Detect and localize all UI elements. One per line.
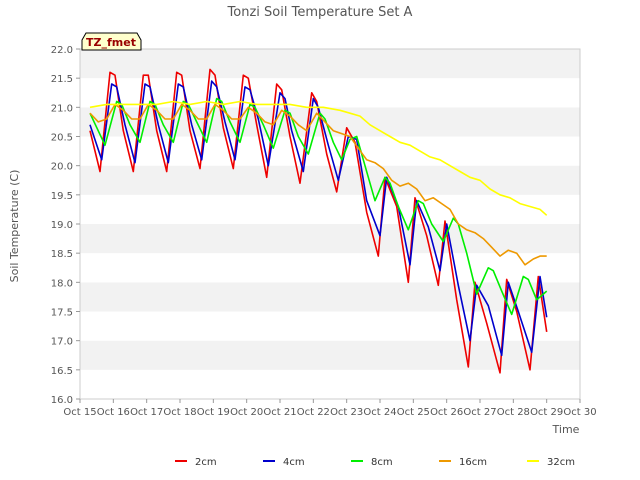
x-tick-label: Oct 28 — [497, 407, 530, 418]
y-tick-label: 22.0 — [51, 45, 73, 56]
x-tick-label: Oct 21 — [263, 407, 296, 418]
y-tick-label: 20.0 — [51, 162, 73, 173]
x-tick-label: Oct 29 — [530, 407, 563, 418]
x-tick-label: Oct 23 — [330, 407, 363, 418]
grid-bands — [80, 49, 580, 399]
x-tick-label: Oct 30 — [563, 407, 596, 418]
grid-band — [80, 78, 580, 108]
y-tick-label: 20.5 — [51, 133, 73, 144]
grid-band — [80, 194, 580, 224]
annotation-box: TZ_fmet — [81, 32, 142, 51]
x-tick-label: Oct 17 — [130, 407, 163, 418]
y-tick-label: 17.5 — [51, 308, 73, 319]
x-tick-label: Oct 15 — [63, 407, 96, 418]
y-tick-label: 19.5 — [51, 191, 73, 202]
x-tick-label: Oct 18 — [163, 407, 196, 418]
grid-band — [80, 369, 580, 399]
legend-label-32cm: 32cm — [547, 457, 575, 468]
y-axis-label: Soil Temperature (C) — [8, 170, 21, 283]
grid-band — [80, 49, 580, 79]
legend-label-16cm: 16cm — [459, 457, 487, 468]
y-tick-label: 18.5 — [51, 249, 73, 260]
grid-band — [80, 253, 580, 283]
chart-title: Tonzi Soil Temperature Set A — [227, 5, 413, 20]
x-axis-label: Time — [552, 423, 580, 436]
x-tick-label: Oct 26 — [430, 407, 463, 418]
y-tick-label: 19.0 — [51, 220, 73, 231]
y-axis: 16.0 16.5 17.0 17.5 18.0 18.5 19.0 19.5 20.0 20.5… — [51, 45, 80, 406]
x-tick-label: Oct 16 — [97, 407, 130, 418]
y-tick-label: 21.0 — [51, 103, 73, 114]
series-lines — [89, 68, 548, 374]
legend-label-2cm: 2cm — [195, 457, 217, 468]
x-tick-label: Oct 24 — [363, 407, 396, 418]
series-line-4cm — [89, 80, 548, 357]
legend-label-8cm: 8cm — [371, 457, 393, 468]
series-line-2cm — [89, 68, 548, 374]
y-tick-label: 21.5 — [51, 74, 73, 85]
x-tick-label: Oct 22 — [297, 407, 330, 418]
grid-band — [80, 282, 580, 312]
x-tick-label: Oct 20 — [230, 407, 263, 418]
x-tick-label: Oct 19 — [197, 407, 230, 418]
grid-band — [80, 224, 580, 254]
x-axis: Oct 15 Oct 16 Oct 17 Oct 18 Oct 19 Oct 20 Oct … — [63, 399, 597, 418]
legend: 2cm 4cm 8cm 16cm 32cm — [175, 457, 575, 468]
grid-band — [80, 340, 580, 370]
y-tick-label: 17.0 — [51, 337, 73, 348]
legend-label-4cm: 4cm — [283, 457, 305, 468]
grid-band — [80, 165, 580, 195]
series-line-8cm — [89, 97, 548, 316]
y-tick-label: 18.0 — [51, 278, 73, 289]
series-line-32cm — [89, 100, 548, 216]
y-tick-label: 16.0 — [51, 395, 73, 406]
annotation-label: TZ_fmet — [86, 36, 136, 49]
x-tick-label: Oct 25 — [397, 407, 430, 418]
series-line-16cm — [89, 103, 547, 266]
y-tick-label: 16.5 — [51, 366, 73, 377]
x-tick-label: Oct 27 — [463, 407, 496, 418]
